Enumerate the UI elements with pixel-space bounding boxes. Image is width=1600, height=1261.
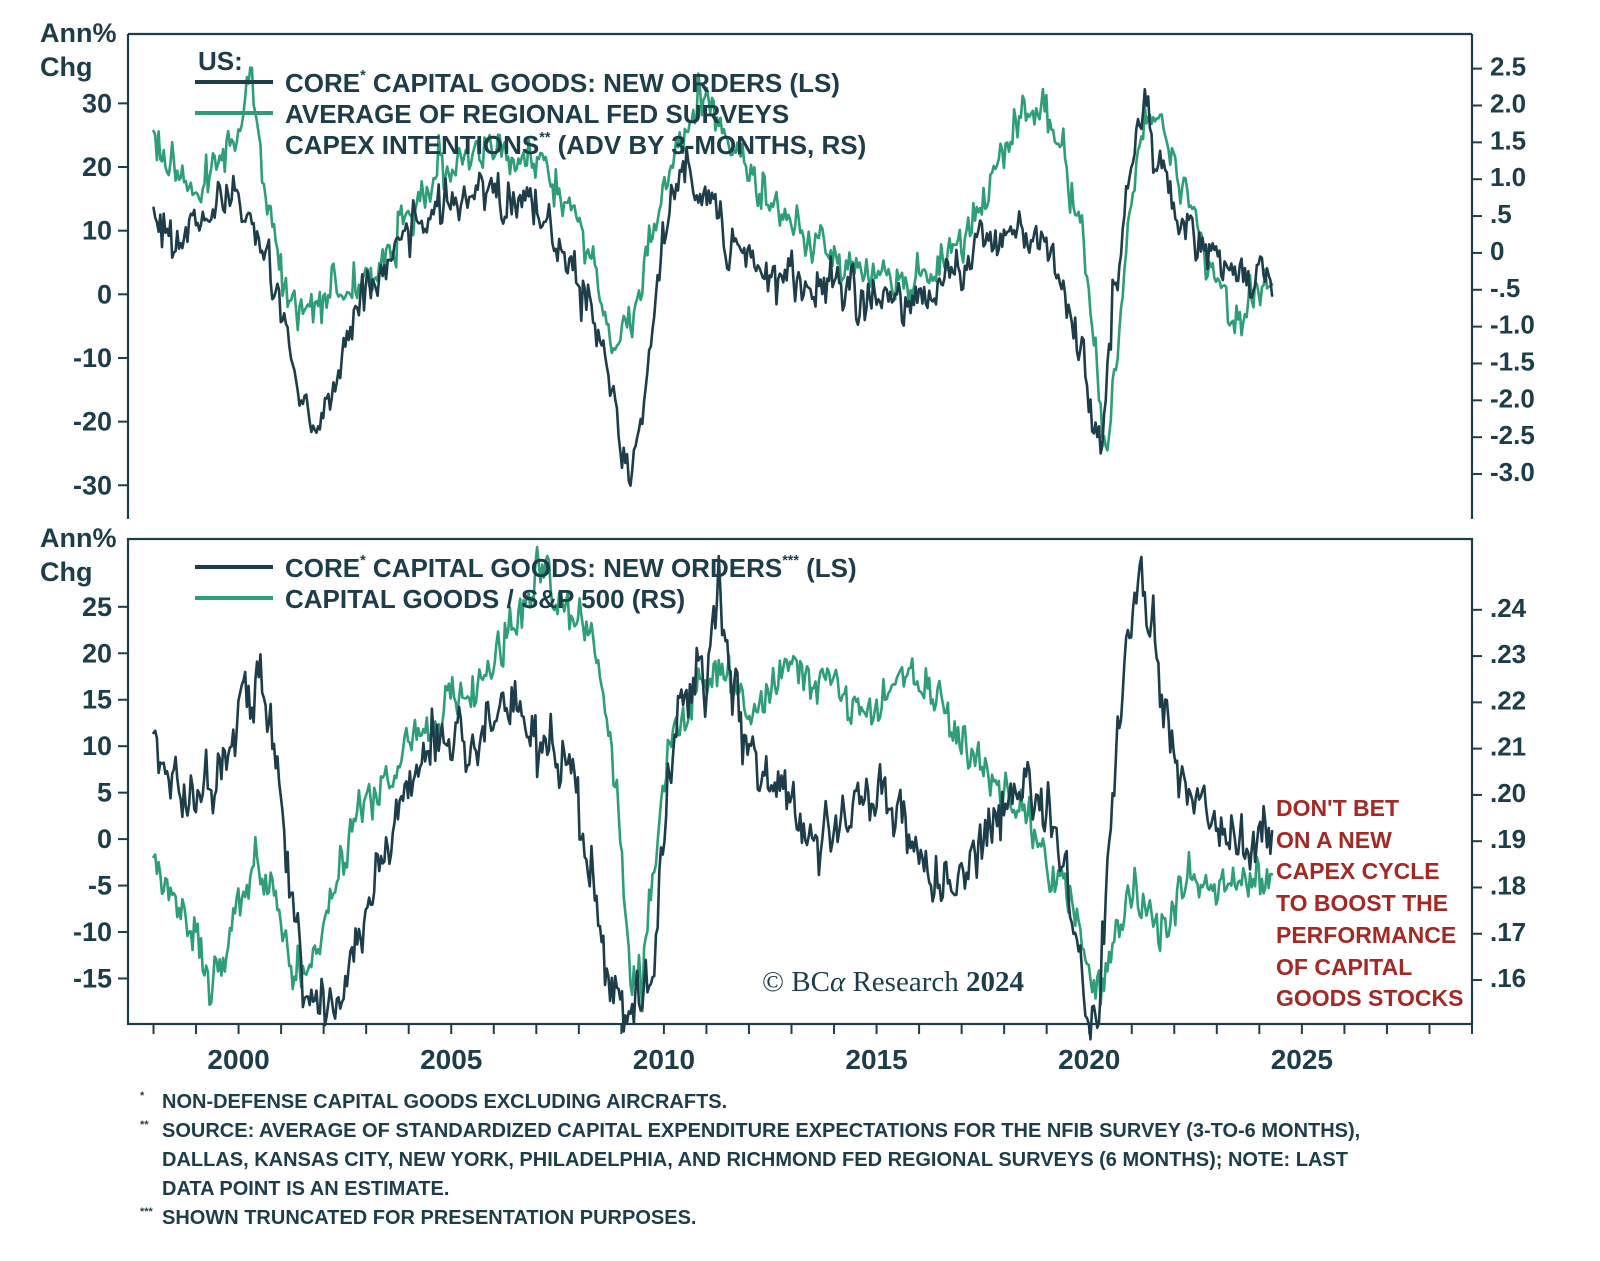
svg-text:2.0: 2.0 bbox=[1490, 89, 1526, 119]
svg-text:10: 10 bbox=[82, 731, 112, 761]
svg-text:20: 20 bbox=[82, 638, 112, 668]
svg-text:-20: -20 bbox=[73, 407, 112, 437]
svg-text:-15: -15 bbox=[73, 963, 112, 993]
svg-text:2.5: 2.5 bbox=[1490, 52, 1526, 82]
svg-text:0: 0 bbox=[1490, 236, 1504, 266]
svg-text:-1.0: -1.0 bbox=[1490, 310, 1535, 340]
svg-text:Ann%: Ann% bbox=[40, 523, 117, 553]
svg-text:.21: .21 bbox=[1490, 732, 1526, 762]
svg-text:2005: 2005 bbox=[420, 1044, 482, 1075]
svg-text:1.0: 1.0 bbox=[1490, 162, 1526, 192]
svg-text:Chg: Chg bbox=[40, 52, 92, 82]
svg-text:2020: 2020 bbox=[1058, 1044, 1120, 1075]
svg-text:-30: -30 bbox=[73, 470, 112, 500]
svg-text:15: 15 bbox=[82, 685, 112, 715]
svg-text:-.5: -.5 bbox=[1490, 273, 1520, 303]
svg-text:5: 5 bbox=[97, 778, 112, 808]
svg-text:0: 0 bbox=[97, 824, 112, 854]
svg-text:2025: 2025 bbox=[1271, 1044, 1333, 1075]
svg-text:1.5: 1.5 bbox=[1490, 125, 1526, 155]
svg-text:-1.5: -1.5 bbox=[1490, 346, 1535, 376]
svg-text:-10: -10 bbox=[73, 343, 112, 373]
svg-text:20: 20 bbox=[82, 152, 112, 182]
svg-text:2010: 2010 bbox=[633, 1044, 695, 1075]
svg-text:-2.5: -2.5 bbox=[1490, 420, 1535, 450]
svg-text:.5: .5 bbox=[1490, 199, 1512, 229]
svg-text:25: 25 bbox=[82, 592, 112, 622]
svg-text:0: 0 bbox=[97, 279, 112, 309]
svg-text:30: 30 bbox=[82, 88, 112, 118]
svg-text:-5: -5 bbox=[88, 871, 112, 901]
svg-text:10: 10 bbox=[82, 216, 112, 246]
svg-text:-10: -10 bbox=[73, 917, 112, 947]
svg-text:2015: 2015 bbox=[845, 1044, 907, 1075]
svg-text:.22: .22 bbox=[1490, 685, 1526, 715]
svg-text:-3.0: -3.0 bbox=[1490, 457, 1535, 487]
svg-text:Chg: Chg bbox=[40, 557, 92, 587]
svg-text:.24: .24 bbox=[1490, 593, 1527, 623]
svg-text:Ann%: Ann% bbox=[40, 18, 117, 48]
svg-text:.23: .23 bbox=[1490, 639, 1526, 669]
svg-text:-2.0: -2.0 bbox=[1490, 383, 1535, 413]
svg-text:2000: 2000 bbox=[207, 1044, 269, 1075]
